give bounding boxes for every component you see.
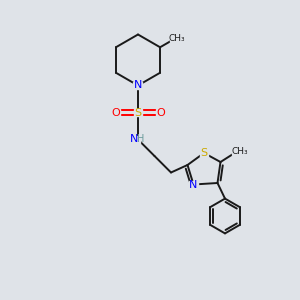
Bar xyxy=(134,109,142,116)
Text: N: N xyxy=(134,80,142,91)
Text: S: S xyxy=(134,107,142,118)
Text: O: O xyxy=(156,107,165,118)
Text: CH₃: CH₃ xyxy=(231,147,248,156)
Text: CH₃: CH₃ xyxy=(169,34,185,43)
Text: S: S xyxy=(200,148,208,158)
Bar xyxy=(170,34,183,42)
Bar xyxy=(189,181,198,188)
Text: N: N xyxy=(130,134,138,145)
Bar xyxy=(125,136,140,143)
Text: H: H xyxy=(137,134,145,145)
Bar xyxy=(156,109,165,116)
Text: N: N xyxy=(189,179,198,190)
Bar xyxy=(111,109,120,116)
Bar xyxy=(134,82,142,89)
Bar xyxy=(232,148,245,155)
Text: O: O xyxy=(111,107,120,118)
Bar xyxy=(200,149,208,157)
